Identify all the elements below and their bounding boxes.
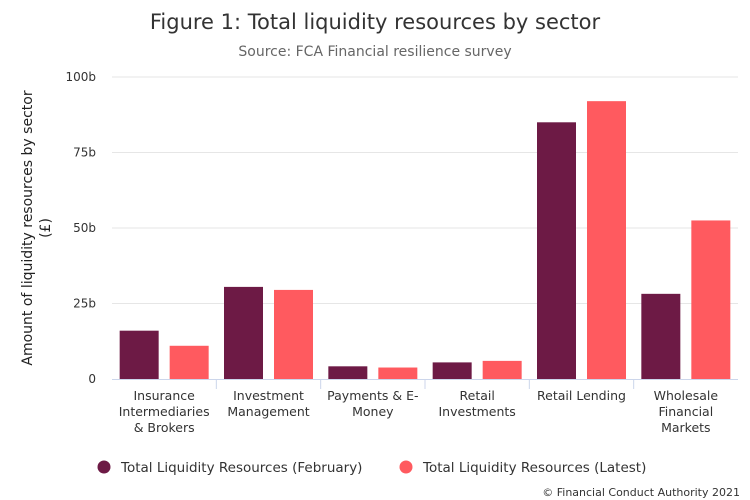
x-tick-label-line: & Brokers xyxy=(134,420,195,435)
bar xyxy=(537,122,576,380)
x-tick-label: Retail Investments xyxy=(439,388,516,419)
bar xyxy=(378,367,418,379)
y-axis-ticks: 0 25b 50b 75b 100b xyxy=(65,70,96,386)
x-tick-label-line: Money xyxy=(352,404,394,419)
legend-marker xyxy=(97,460,111,474)
y-tick-label: 75b xyxy=(73,146,96,160)
chart-title: Figure 1: Total liquidity resources by s… xyxy=(150,10,601,34)
x-tick-label-line: Intermediaries xyxy=(119,404,210,419)
x-tick-label: Investment Management xyxy=(227,388,309,419)
x-tick-label-line: Retail xyxy=(460,388,495,403)
gridlines xyxy=(112,76,738,304)
credits: © Financial Conduct Authority 2021 xyxy=(542,486,740,499)
legend-label: Total Liquidity Resources (Latest) xyxy=(422,460,646,476)
x-tick-label-line: Wholesale xyxy=(654,388,719,403)
x-tick-label: Wholesale Financial Markets xyxy=(654,388,719,435)
bar xyxy=(328,366,368,379)
legend-label: Total Liquidity Resources (February) xyxy=(120,460,362,476)
bar xyxy=(587,101,626,379)
bar xyxy=(119,330,159,379)
x-tick-label-line: Financial xyxy=(658,404,713,419)
legend-marker xyxy=(399,460,413,474)
y-tick-label: 50b xyxy=(73,221,96,235)
x-tick-label-line: Investments xyxy=(439,404,516,419)
bar xyxy=(482,360,522,379)
x-tick-label-line: Markets xyxy=(661,420,710,435)
legend: Total Liquidity Resources (February) Tota… xyxy=(97,460,646,476)
bars xyxy=(119,101,731,380)
bar xyxy=(274,289,313,379)
x-tick-label-line: Payments & E- xyxy=(327,388,418,403)
bar xyxy=(224,286,263,379)
y-axis-unit: (£) xyxy=(38,218,54,238)
bar xyxy=(691,220,731,379)
x-tick-label: Retail Lending xyxy=(537,388,626,403)
x-tick-label-line: Retail Lending xyxy=(537,388,626,403)
x-tick-label: Payments & E-Money xyxy=(327,388,418,419)
x-tick-label-line: Management xyxy=(227,404,309,419)
bar xyxy=(641,293,681,379)
y-tick-label: 25b xyxy=(73,297,96,311)
bar xyxy=(169,345,209,379)
bar xyxy=(432,362,472,379)
x-axis-ticks: Insurance Intermediaries & Brokers Investme… xyxy=(119,379,719,435)
chart-subtitle: Source: FCA Financial resilience survey xyxy=(238,44,511,60)
x-tick-label-line: Investment xyxy=(233,388,304,403)
y-tick-label: 0 xyxy=(88,372,96,386)
y-tick-label: 100b xyxy=(65,70,96,84)
x-tick-label-line: Insurance xyxy=(134,388,196,403)
y-axis-label: Amount of liquidity resources by sector xyxy=(20,90,36,365)
x-tick-label: Insurance Intermediaries & Brokers xyxy=(119,388,210,435)
